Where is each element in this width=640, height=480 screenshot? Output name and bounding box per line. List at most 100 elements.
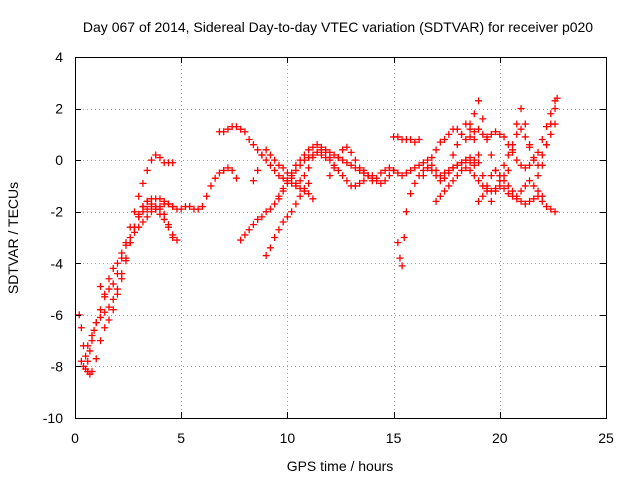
data-point bbox=[530, 182, 538, 190]
data-point bbox=[101, 290, 109, 298]
data-point bbox=[96, 313, 104, 321]
data-point bbox=[334, 166, 342, 174]
data-point bbox=[279, 218, 287, 226]
data-point bbox=[143, 213, 151, 221]
data-point bbox=[424, 164, 432, 172]
data-point bbox=[364, 172, 372, 180]
data-point bbox=[547, 130, 555, 138]
data-point bbox=[475, 125, 483, 133]
data-point bbox=[105, 275, 113, 283]
data-point bbox=[228, 166, 236, 174]
data-point bbox=[271, 200, 279, 208]
data-point bbox=[309, 154, 317, 162]
data-point bbox=[339, 146, 347, 154]
data-point bbox=[147, 200, 155, 208]
series-arc-7 bbox=[237, 148, 334, 244]
data-point bbox=[470, 128, 478, 136]
data-point bbox=[113, 290, 121, 298]
data-point bbox=[241, 128, 249, 136]
data-point bbox=[169, 203, 177, 211]
data-point bbox=[394, 169, 402, 177]
data-point bbox=[419, 172, 427, 180]
data-point bbox=[109, 264, 117, 272]
data-point bbox=[339, 156, 347, 164]
data-point bbox=[292, 161, 300, 169]
data-point bbox=[220, 166, 228, 174]
data-point bbox=[436, 177, 444, 185]
x-tick-label: 5 bbox=[177, 430, 185, 446]
data-point bbox=[109, 295, 117, 303]
data-point bbox=[517, 197, 525, 205]
data-point bbox=[317, 143, 325, 151]
data-point bbox=[538, 136, 546, 144]
data-point bbox=[237, 236, 245, 244]
data-point bbox=[207, 182, 215, 190]
data-point bbox=[538, 192, 546, 200]
data-point bbox=[254, 215, 262, 223]
data-point bbox=[139, 179, 147, 187]
data-point bbox=[122, 241, 130, 249]
data-point bbox=[101, 308, 109, 316]
data-point bbox=[462, 164, 470, 172]
data-point bbox=[330, 151, 338, 159]
data-point bbox=[86, 347, 94, 355]
data-point bbox=[534, 148, 542, 156]
x-tick-label: 20 bbox=[492, 430, 508, 446]
data-point bbox=[513, 130, 521, 138]
plot-frame bbox=[75, 57, 607, 419]
data-point bbox=[309, 195, 317, 203]
data-point bbox=[173, 236, 181, 244]
x-tick-label: 10 bbox=[280, 430, 296, 446]
data-point bbox=[553, 94, 561, 102]
data-point bbox=[203, 192, 211, 200]
series-arc-3 bbox=[84, 151, 177, 350]
data-point bbox=[415, 136, 423, 144]
series-arc-5 bbox=[130, 197, 181, 244]
data-point bbox=[237, 125, 245, 133]
data-point bbox=[402, 169, 410, 177]
data-point bbox=[509, 146, 517, 154]
data-point bbox=[534, 187, 542, 195]
data-point bbox=[475, 159, 483, 167]
x-tick-label: 15 bbox=[386, 430, 402, 446]
data-point bbox=[543, 203, 551, 211]
data-point bbox=[432, 146, 440, 154]
data-point bbox=[113, 270, 121, 278]
series-arc-1 bbox=[75, 203, 177, 365]
data-point bbox=[458, 130, 466, 138]
data-point bbox=[551, 105, 559, 113]
data-point bbox=[449, 177, 457, 185]
data-point bbox=[432, 172, 440, 180]
data-point bbox=[245, 226, 253, 234]
data-point bbox=[504, 190, 512, 198]
data-point bbox=[266, 151, 274, 159]
data-point bbox=[152, 151, 160, 159]
data-point bbox=[428, 154, 436, 162]
y-axis-label: SDTVAR / TECUs bbox=[5, 182, 21, 294]
series-arc-8 bbox=[249, 146, 368, 190]
data-point bbox=[88, 331, 96, 339]
data-point bbox=[300, 172, 308, 180]
data-point bbox=[547, 120, 555, 128]
data-point bbox=[96, 306, 104, 314]
data-point bbox=[487, 197, 495, 205]
data-point bbox=[232, 123, 240, 131]
data-point bbox=[402, 208, 410, 216]
y-tick-label: 4 bbox=[55, 49, 63, 65]
data-point bbox=[330, 164, 338, 172]
data-point bbox=[351, 156, 359, 164]
data-point bbox=[130, 223, 138, 231]
series-arc-18 bbox=[466, 94, 561, 185]
data-point bbox=[360, 177, 368, 185]
data-point bbox=[275, 172, 283, 180]
x-tick-label: 0 bbox=[71, 430, 79, 446]
data-point bbox=[177, 205, 185, 213]
data-point bbox=[156, 154, 164, 162]
data-point bbox=[441, 187, 449, 195]
data-point bbox=[296, 156, 304, 164]
data-point bbox=[288, 169, 296, 177]
data-point bbox=[436, 138, 444, 146]
data-point bbox=[547, 205, 555, 213]
x-axis-label: GPS time / hours bbox=[287, 458, 394, 474]
